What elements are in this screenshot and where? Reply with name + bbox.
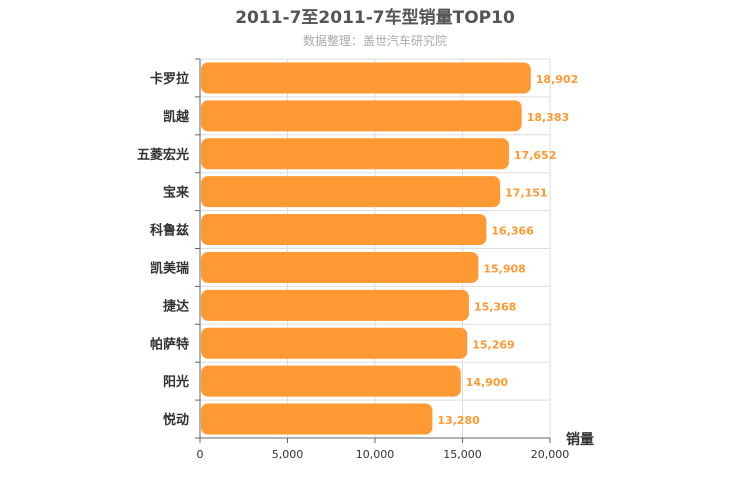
- bar: [201, 100, 522, 132]
- x-tick-label: 10,000: [356, 448, 395, 461]
- category-label: 宝来: [163, 185, 190, 201]
- bar: [201, 327, 468, 359]
- bar: [201, 176, 501, 208]
- category-label: 卡罗拉: [150, 71, 189, 87]
- bar: [201, 138, 509, 170]
- data-label: 15,269: [472, 338, 514, 351]
- bar: [201, 403, 433, 435]
- grid-lines: [200, 58, 551, 438]
- x-tick-label: 0: [197, 448, 204, 461]
- x-tick-label: 15,000: [443, 448, 482, 461]
- data-label: 14,900: [466, 376, 509, 389]
- chart-subtitle: 数据整理：盖世汽车研究院: [303, 33, 447, 48]
- axes: [195, 58, 551, 443]
- category-label: 阳光: [163, 374, 189, 390]
- chart-title: 2011-7至2011-7车型销量TOP10: [235, 7, 515, 28]
- category-label: 帕萨特: [150, 336, 189, 352]
- bar: [201, 251, 479, 283]
- category-label: 科鲁兹: [150, 223, 189, 239]
- data-label: 16,366: [491, 225, 534, 238]
- data-label: 18,902: [536, 73, 578, 86]
- category-label: 捷达: [163, 298, 189, 314]
- bars: [201, 62, 531, 435]
- data-label: 17,151: [505, 187, 547, 200]
- bar: [201, 214, 487, 246]
- x-tick-label: 20,000: [531, 448, 570, 461]
- value-labels: 18,902 18,383 17,652 17,151 16,366 15,908 15,3…: [437, 73, 578, 427]
- data-label: 13,280: [437, 414, 480, 427]
- x-axis-title: 销量: [566, 431, 594, 448]
- category-label: 凯美瑞: [150, 260, 189, 276]
- data-label: 15,908: [483, 262, 525, 275]
- category-label: 五菱宏光: [137, 147, 189, 163]
- data-label: 17,652: [514, 149, 556, 162]
- x-tick-label: 5,000: [272, 448, 304, 461]
- x-tick-labels: 0 5,000 10,000 15,000 20,000: [197, 448, 570, 461]
- category-label: 凯越: [163, 109, 190, 125]
- data-label: 18,383: [527, 111, 569, 124]
- bar: [201, 62, 531, 94]
- data-label: 15,368: [474, 300, 516, 313]
- bar: [201, 365, 461, 397]
- bar: [201, 289, 469, 321]
- category-label: 悦动: [163, 412, 189, 428]
